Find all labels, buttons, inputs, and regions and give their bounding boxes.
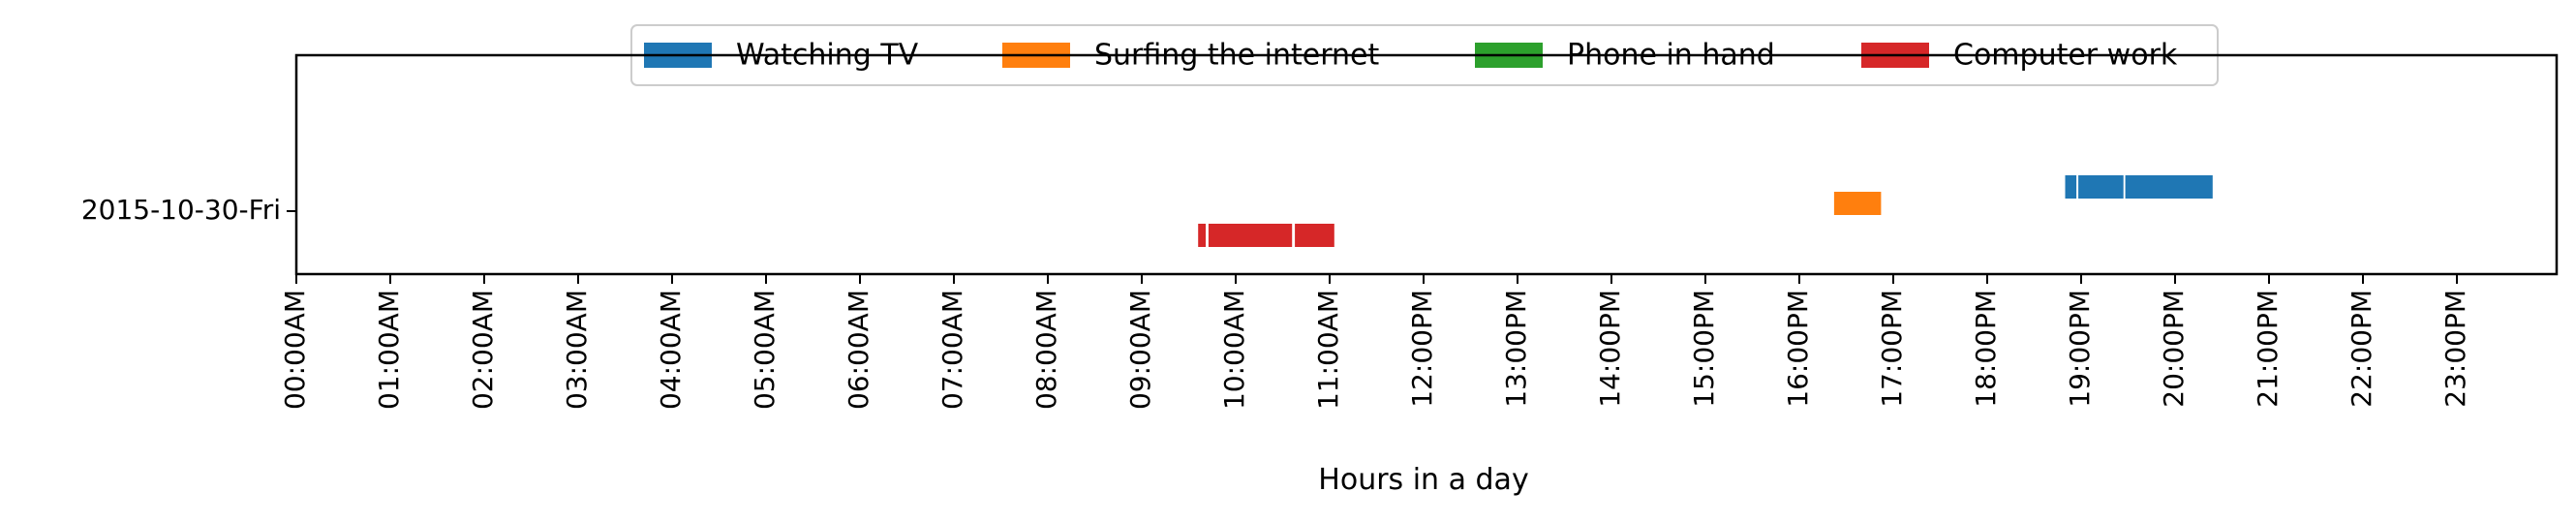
x-tick-label-9: 09:00AM <box>1124 290 1156 410</box>
plot-frame <box>294 53 2559 276</box>
x-tick-label-17: 17:00PM <box>1876 290 1908 408</box>
x-tick-label-12: 12:00PM <box>1406 290 1438 408</box>
x-axis-label: Hours in a day <box>1318 463 1528 497</box>
x-tick-label-20: 20:00PM <box>2158 290 2190 408</box>
x-tick-label-4: 04:00AM <box>655 290 687 410</box>
x-tick-label-18: 18:00PM <box>1970 290 2002 408</box>
bar-0-2 <box>2125 175 2213 199</box>
x-tick-label-0: 00:00AM <box>279 290 311 410</box>
bar-3-0 <box>1198 224 1206 247</box>
x-tick-label-5: 05:00AM <box>749 290 781 410</box>
bar-3-2 <box>1295 224 1334 247</box>
bar-3-1 <box>1208 224 1293 247</box>
x-tick-label-11: 11:00AM <box>1312 290 1344 410</box>
x-axis: 00:00AM 01:00AM 02:00AM 03:00AM 04:00AM 05:00… <box>279 274 2471 410</box>
x-tick-label-23: 23:00PM <box>2439 290 2471 408</box>
y-axis: 2015-10-30-Fri <box>81 194 296 226</box>
x-tick-label-7: 07:00AM <box>936 290 968 410</box>
x-tick-label-13: 13:00PM <box>1500 290 1532 408</box>
x-tick-label-16: 16:00PM <box>1782 290 1814 408</box>
x-tick-label-2: 02:00AM <box>467 290 499 410</box>
x-tick-label-6: 06:00AM <box>843 290 874 410</box>
bar-1-0 <box>1833 192 1882 215</box>
x-tick-label-14: 14:00PM <box>1594 290 1626 408</box>
x-tick-label-3: 03:00AM <box>561 290 593 410</box>
bars <box>1198 175 2213 247</box>
bar-0-1 <box>2078 175 2124 199</box>
bar-0-0 <box>2065 175 2077 199</box>
x-tick-label-19: 19:00PM <box>2064 290 2096 408</box>
y-tick-label-0: 2015-10-30-Fri <box>81 194 281 226</box>
x-tick-label-10: 10:00AM <box>1218 290 1250 410</box>
x-tick-label-22: 22:00PM <box>2346 290 2377 408</box>
x-tick-label-1: 01:00AM <box>373 290 405 410</box>
x-tick-label-15: 15:00PM <box>1688 290 1720 408</box>
x-tick-label-21: 21:00PM <box>2252 290 2284 408</box>
x-tick-label-8: 08:00AM <box>1030 290 1062 410</box>
